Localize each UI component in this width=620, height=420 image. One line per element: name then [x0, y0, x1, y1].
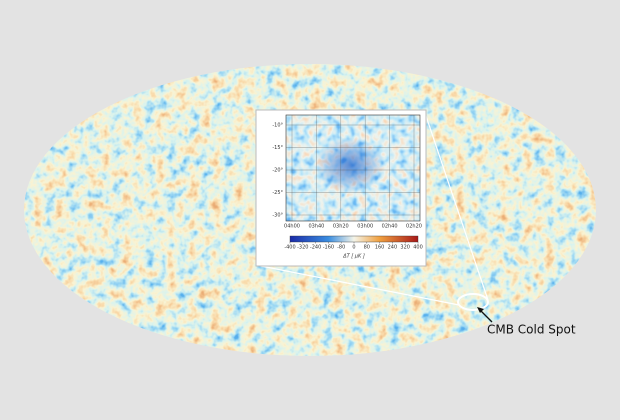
y-tick-label: -15° [272, 145, 283, 151]
annotation: CMB Cold Spot [487, 323, 576, 337]
colorbar-tick-label: 240 [388, 245, 398, 251]
x-tick-label: 03h40 [308, 224, 324, 230]
x-tick-label: 02h40 [382, 224, 398, 230]
colorbar-tick-label: 160 [375, 245, 385, 251]
zoom-line [255, 264, 460, 306]
colorbar-tick-label: 80 [364, 245, 370, 251]
colorbar-tick-label: 320 [400, 245, 410, 251]
y-tick-label: -25° [272, 190, 283, 196]
y-tick-label: -10° [272, 123, 283, 129]
x-tick-label: 03h00 [357, 224, 373, 230]
zoom-line [424, 112, 489, 301]
inset: -10° -15° -20° -25° -30°04h00 03h40 03h20 03h00… [255, 109, 427, 267]
colorbar-tick-label: -320 [297, 245, 308, 251]
arrow-head [477, 307, 484, 313]
x-tick-label: 04h00 [284, 224, 300, 230]
x-tick-label: 02h20 [406, 224, 422, 230]
colorbar-tick-label: -80 [337, 245, 345, 251]
colorbar-tick-label: -240 [310, 245, 321, 251]
colorbar-tick-label: 400 [413, 245, 423, 251]
cold-spot-marker [457, 293, 489, 311]
y-tick-label: -30° [272, 213, 283, 219]
colorbar-tick-label: -160 [323, 245, 334, 251]
colorbar-tick-label: 0 [352, 245, 355, 251]
colorbar-tick-label: -400 [284, 245, 295, 251]
colorbar-label: ΔT [ μK ] [342, 254, 365, 260]
y-tick-label: -20° [272, 168, 283, 174]
x-tick-label: 03h20 [333, 224, 349, 230]
